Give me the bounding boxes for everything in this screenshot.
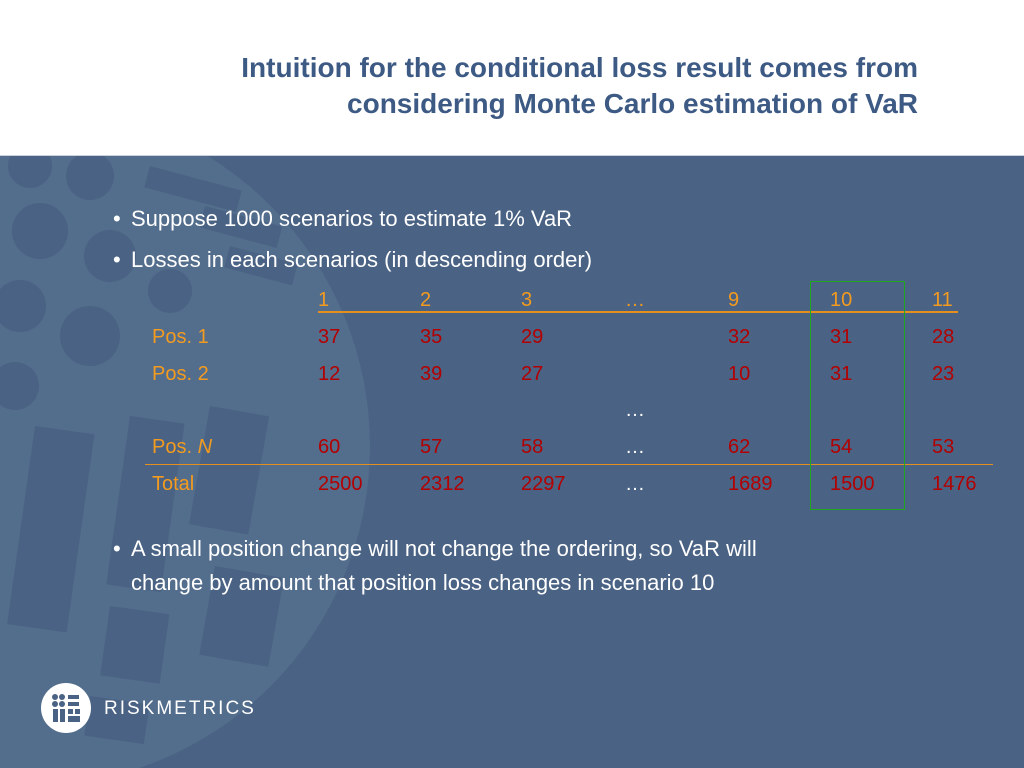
row-label-italic: N [197,436,213,458]
table-cell: 37 [318,326,341,348]
bullet-dot: • [113,536,121,561]
table-cell: 23 [932,363,955,385]
column-header: 9 [728,289,740,311]
slide-body [0,156,1024,768]
bullet-1: • Suppose 1000 scenarios to estimate 1% V… [113,202,572,236]
row-label: Pos. 2 [152,363,209,385]
riskmetrics-logo-icon [41,683,91,733]
table-cell: 2500 [318,473,363,495]
table-cell: 39 [420,363,443,385]
bullet-3-text: A small position change will not change … [131,536,757,561]
table-cell: 31 [830,363,853,385]
table-cell: 35 [420,326,443,348]
title-line-2: considering Monte Carlo estimation of Va… [347,88,918,119]
ellipsis-cell: … [625,436,645,458]
table-cell: 27 [521,363,544,385]
table-cell: 1689 [728,473,773,495]
bullet-2-text: Losses in each scenarios (in descending … [131,247,593,272]
ellipsis-cell: … [625,473,645,495]
slide-title: Intuition for the conditional loss resul… [118,50,918,122]
header-underline [318,311,958,313]
row-label: Pos. 1 [152,326,209,348]
table-cell: 2312 [420,473,465,495]
row-label: Pos. N [152,435,212,459]
table-cell: 62 [728,436,751,458]
table-cell: 31 [830,326,853,348]
column-header: … [625,289,645,311]
column-header: 2 [420,289,432,311]
decorative-logo-watermark [0,156,370,768]
bullet-3-continuation: change by amount that position loss chan… [131,566,714,600]
row-label: Total [152,473,195,495]
column-header: 11 [932,289,953,311]
bullet-dot: • [113,206,121,231]
total-separator [145,464,993,465]
highlight-box-column-10 [810,281,905,510]
table-cell: 29 [521,326,544,348]
table-cell: 1500 [830,473,875,495]
table-cell: 1476 [932,473,977,495]
table-cell: 53 [932,436,955,458]
bullet-2: • Losses in each scenarios (in descending… [113,243,592,277]
table-cell: 2297 [521,473,566,495]
column-header: 3 [521,289,533,311]
table-cell: 58 [521,436,544,458]
table-cell: 54 [830,436,853,458]
riskmetrics-logo-text: RISKMETRICS [104,698,256,719]
table-cell: 28 [932,326,955,348]
slide-header: Intuition for the conditional loss resul… [0,0,1024,156]
table-cell: 60 [318,436,341,458]
bullet-3-text-line-2: change by amount that position loss chan… [131,570,715,595]
column-header: 10 [830,289,853,311]
title-line-1: Intuition for the conditional loss resul… [241,52,918,83]
bullet-1-text: Suppose 1000 scenarios to estimate 1% Va… [131,206,573,231]
table-cell: 57 [420,436,443,458]
table-cell: 12 [318,363,341,385]
table-cell: 10 [728,363,751,385]
bullet-3: • A small position change will not change… [113,532,757,566]
row-label-prefix: Pos. [152,436,198,458]
column-header: 1 [318,289,330,311]
ellipsis-cell: … [625,399,645,421]
logo-glyph [52,694,80,722]
table-cell: 32 [728,326,751,348]
bullet-dot: • [113,247,121,272]
